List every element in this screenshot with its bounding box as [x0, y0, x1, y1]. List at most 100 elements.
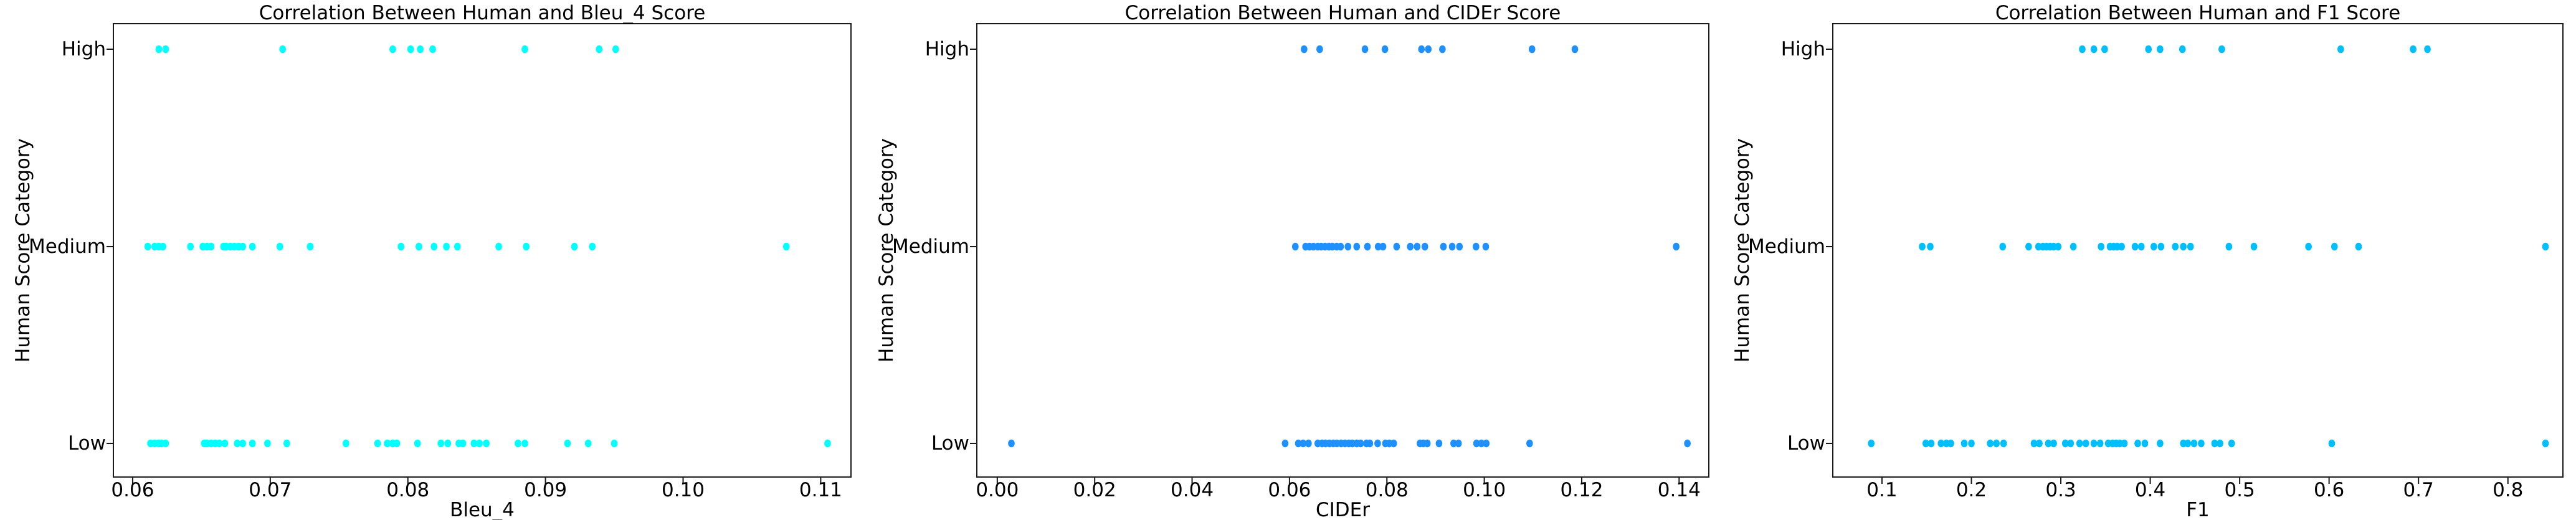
data-point: [2036, 439, 2043, 448]
data-point: [1344, 242, 1352, 251]
data-point: [2090, 45, 2098, 54]
data-point: [1473, 439, 1480, 448]
data-point: [162, 45, 169, 54]
data-point: [1456, 242, 1463, 251]
data-point: [2328, 439, 2336, 448]
data-point: [2067, 439, 2075, 448]
data-point: [2141, 439, 2149, 448]
data-point: [1361, 45, 1369, 54]
data-point: [1423, 439, 1431, 448]
data-point: [2187, 242, 2194, 251]
data-point: [444, 439, 452, 448]
data-point: [384, 439, 391, 448]
data-point: [2050, 439, 2057, 448]
data-point: [1993, 439, 2000, 448]
data-point: [824, 439, 831, 448]
data-point: [2096, 439, 2104, 448]
data-point: [239, 439, 246, 448]
data-point: [1281, 439, 1289, 448]
data-point: [187, 242, 194, 251]
data-point: [2090, 439, 2098, 448]
data-point: [1439, 45, 1446, 54]
data-point: [2000, 439, 2007, 448]
data-point: [1291, 242, 1299, 251]
data-point: [1381, 45, 1389, 54]
data-point: [1316, 45, 1323, 54]
data-point: [2076, 439, 2083, 448]
chart-2-graphics: [1826, 23, 2564, 484]
data-point: [393, 439, 401, 448]
data-point: [515, 439, 521, 448]
data-point: [2225, 242, 2233, 251]
data-point: [374, 439, 381, 448]
data-point: [2157, 439, 2164, 448]
data-point: [1425, 45, 1432, 54]
data-point: [2218, 45, 2225, 54]
data-point: [2180, 242, 2187, 251]
data-point: [216, 439, 223, 448]
data-point: [1301, 45, 1308, 54]
data-point: [437, 439, 445, 448]
data-point: [1968, 439, 1975, 448]
data-point: [249, 242, 256, 251]
data-point: [2410, 45, 2417, 54]
data-point: [1366, 439, 1374, 448]
data-point: [414, 439, 421, 448]
data-point: [564, 439, 571, 448]
data-point: [1937, 439, 1944, 448]
data-point: [2228, 439, 2235, 448]
data-point: [162, 439, 169, 448]
data-point: [1673, 242, 1680, 251]
data-point: [234, 439, 241, 448]
data-point: [2157, 242, 2165, 251]
data-point: [1435, 439, 1443, 448]
data-point: [283, 439, 290, 448]
data-point: [2250, 242, 2258, 251]
data-point: [1483, 439, 1490, 448]
data-point: [1526, 439, 1533, 448]
data-point: [1528, 45, 1536, 54]
data-point: [1961, 439, 1968, 448]
data-point: [495, 242, 502, 251]
data-point: [1421, 242, 1428, 251]
data-point: [2337, 45, 2344, 54]
data-point: [343, 439, 349, 448]
data-point: [589, 242, 596, 251]
data-point: [2151, 242, 2157, 251]
data-point: [2542, 242, 2549, 251]
data-point: [2331, 242, 2338, 251]
data-point: [1357, 439, 1364, 448]
data-point: [483, 439, 490, 448]
chart-0-graphics: [107, 23, 852, 484]
data-point: [443, 242, 450, 251]
data-point: [1450, 439, 1457, 448]
data-point: [1947, 439, 1954, 448]
data-point: [2305, 242, 2312, 251]
data-point: [1455, 439, 1462, 448]
data-point: [1364, 242, 1371, 251]
data-point: [279, 45, 287, 54]
data-point: [2137, 242, 2145, 251]
data-point: [2157, 45, 2164, 54]
data-point: [1305, 439, 1312, 448]
data-point: [1478, 439, 1485, 448]
data-point: [1440, 242, 1447, 251]
data-point: [470, 439, 478, 448]
data-point: [2079, 45, 2086, 54]
data-point: [1684, 439, 1691, 448]
data-point: [1300, 439, 1307, 448]
data-point: [144, 242, 151, 251]
data-point: [1407, 242, 1414, 251]
data-point: [611, 439, 618, 448]
data-point: [612, 45, 619, 54]
data-point: [1008, 439, 1015, 448]
data-point: [1374, 242, 1382, 251]
data-point: [2424, 45, 2431, 54]
data-point: [1482, 242, 1490, 251]
data-point: [2217, 439, 2223, 448]
data-point: [2131, 242, 2139, 251]
data-point: [571, 242, 578, 251]
data-point: [2082, 439, 2089, 448]
data-point: [2172, 242, 2179, 251]
